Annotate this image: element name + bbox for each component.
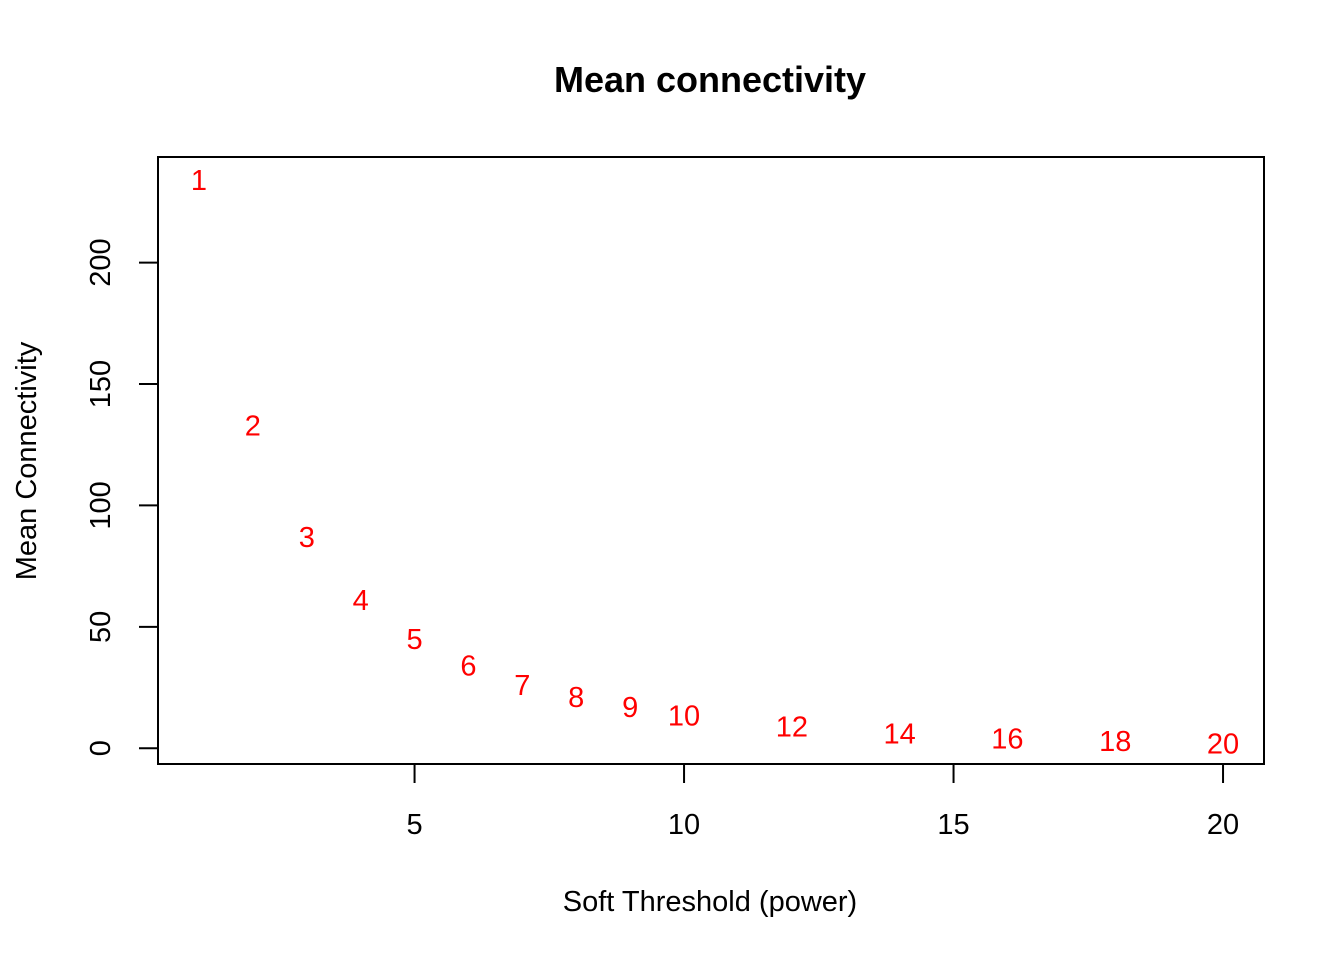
data-point-label: 2 bbox=[245, 410, 261, 442]
data-point-label: 8 bbox=[568, 682, 584, 714]
y-tick-label: 150 bbox=[85, 360, 117, 408]
y-tick-label: 50 bbox=[85, 611, 117, 643]
data-point-label: 4 bbox=[353, 585, 369, 617]
chart-title: Mean connectivity bbox=[554, 59, 866, 100]
y-axis: 0 50 100 150 200 bbox=[85, 238, 159, 756]
data-point-label: 18 bbox=[1099, 726, 1131, 758]
y-tick-label: 200 bbox=[85, 238, 117, 286]
data-point-label: 1 bbox=[191, 165, 207, 197]
x-tick-label: 15 bbox=[937, 809, 969, 841]
x-tick-label: 20 bbox=[1207, 809, 1239, 841]
data-point-label: 6 bbox=[460, 651, 476, 683]
y-tick-label: 100 bbox=[85, 481, 117, 529]
data-point-label: 12 bbox=[776, 711, 808, 743]
data-point-label: 14 bbox=[884, 719, 916, 751]
data-point-label: 3 bbox=[299, 522, 315, 554]
y-axis-label: Mean Connectivity bbox=[11, 341, 43, 580]
y-tick-label: 0 bbox=[85, 740, 117, 756]
data-point-label: 16 bbox=[991, 724, 1023, 756]
x-axis: 5 10 15 20 bbox=[406, 763, 1239, 841]
x-tick-label: 5 bbox=[406, 809, 422, 841]
x-tick-label: 10 bbox=[668, 809, 700, 841]
data-point-label: 5 bbox=[406, 624, 422, 656]
data-point-label: 9 bbox=[622, 692, 638, 724]
data-point-label: 10 bbox=[668, 700, 700, 732]
data-point-label: 7 bbox=[514, 670, 530, 702]
x-axis-label: Soft Threshold (power) bbox=[563, 886, 857, 918]
data-point-label: 20 bbox=[1207, 728, 1239, 760]
plot-frame bbox=[157, 156, 1265, 765]
